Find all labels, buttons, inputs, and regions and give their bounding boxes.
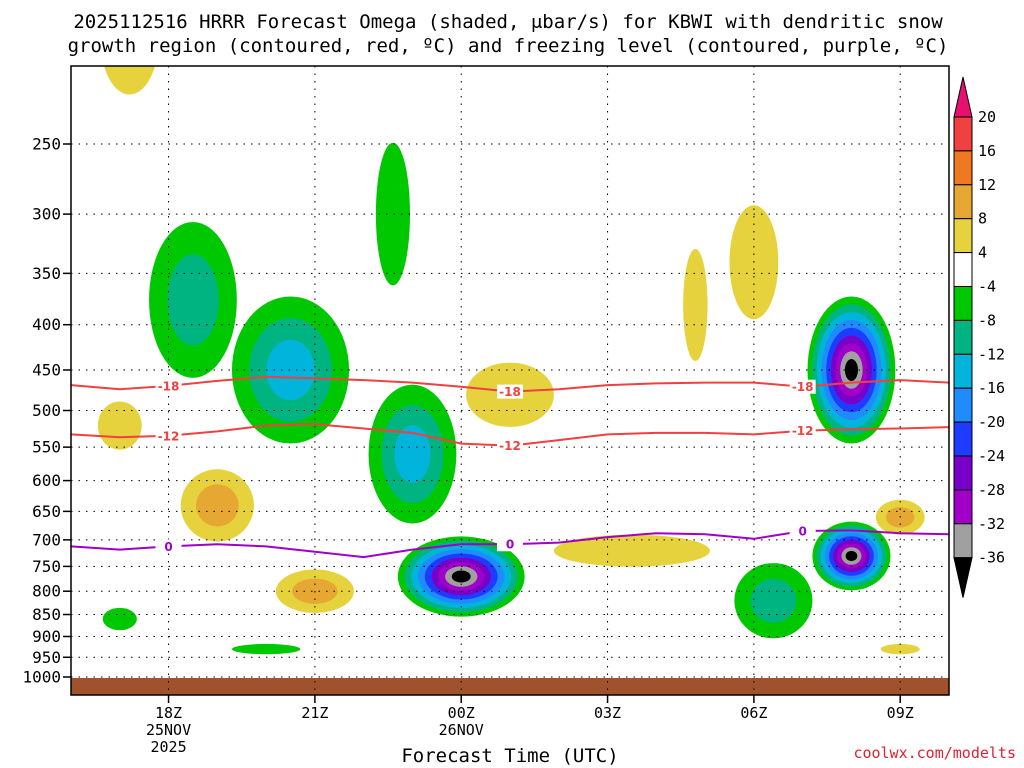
contour-0-label-1: -18 <box>499 385 521 399</box>
colorbar-label-6: -8 <box>978 311 996 329</box>
omega-cell-11-level-0 <box>553 534 710 567</box>
contour-2-label-bg-0 <box>155 539 182 554</box>
contour-1-label-0: -12 <box>158 429 180 443</box>
y-axis: 250 300 350 400 450 500 550 600 650 700 750 800 850 9… <box>22 135 71 687</box>
chart-title-line1: 2025112516 HRRR Forecast Omega (shaded, … <box>73 11 943 33</box>
omega-cell-18-level-0 <box>880 643 920 655</box>
y-tick-label-300: 300 <box>32 205 61 224</box>
x-tick-label-18Z: 18Z <box>155 704 182 722</box>
omega-cell-3-level-1 <box>167 254 219 346</box>
credit-text: coolwx.com/modelts <box>853 744 1016 762</box>
x-tick-year-18Z: 2025 <box>150 738 186 756</box>
colorbar-label-3: 8 <box>978 210 987 228</box>
colorbar-top-arrow <box>953 76 973 118</box>
colorbar-label-11: -28 <box>978 481 1005 499</box>
colorbar-label-7: -12 <box>978 345 1005 363</box>
omega-cell-4-level-0 <box>102 607 137 631</box>
colorbar-bottom-arrow <box>953 557 973 598</box>
x-axis-label: Forecast Time (UTC) <box>401 745 618 767</box>
plot-frame <box>70 65 950 696</box>
contour-1-label-1: -12 <box>499 439 521 453</box>
colorbar-label-12: -32 <box>978 515 1005 533</box>
colorbar-label-1: 16 <box>978 142 996 160</box>
omega-cell-0-level-0 <box>104 66 156 95</box>
y-tick-label-700: 700 <box>32 530 61 549</box>
contour-1-label-2: -12 <box>792 424 814 438</box>
contour-1-label-bg-1 <box>497 438 523 453</box>
x-tick-date-00Z: 26NOV <box>439 721 484 739</box>
x-tick-date-18Z: 25NOV <box>146 721 191 739</box>
x-tick-label-03Z: 03Z <box>594 704 621 722</box>
y-tick-label-900: 900 <box>32 627 61 646</box>
contour-2-label-0: 0 <box>164 540 172 554</box>
omega-cell-6-level-2 <box>266 339 315 401</box>
contour-0-label-0: -18 <box>158 379 180 393</box>
ground-surface <box>71 678 949 695</box>
y-tick-label-750: 750 <box>32 557 61 576</box>
contour-2-label-2: 0 <box>798 524 806 538</box>
contour-0-label-bg-2 <box>789 379 816 394</box>
omega-cell-7-level-0 <box>375 142 411 286</box>
colorbar-label-13: -36 <box>978 549 1005 567</box>
colorbar-segment-8 <box>953 353 973 389</box>
omega-cell-19-level-0 <box>231 643 301 655</box>
x-tick-label-09Z: 09Z <box>887 704 914 722</box>
omega-cell-14-level-1 <box>750 578 797 623</box>
colorbar-label-10: -24 <box>978 447 1005 465</box>
colorbar-label-2: 12 <box>978 176 996 194</box>
omega-cell-12-level-0 <box>683 248 708 362</box>
colorbar-label-4: 4 <box>978 244 987 262</box>
colorbar-label-8: -16 <box>978 379 1005 397</box>
colorbar-segment-6 <box>953 286 973 321</box>
omega-cell-8-level-2 <box>394 425 431 483</box>
omega-cell-2-level-1 <box>195 484 239 527</box>
y-tick-label-400: 400 <box>32 315 61 334</box>
contour-1-label-bg-0 <box>155 428 182 443</box>
colorbar-segment-1 <box>953 116 973 152</box>
y-tick-label-950: 950 <box>32 648 61 667</box>
colorbar-segment-12 <box>953 489 973 525</box>
temperature-contours: -18 -18 -18 -12 -12 -12 0 0 0 <box>71 375 949 559</box>
contour-2-label-bg-2 <box>789 523 816 538</box>
omega-cell-1-level-0 <box>97 401 142 450</box>
y-tick-label-500: 500 <box>32 401 61 420</box>
contour-0-label-bg-1 <box>497 384 523 399</box>
contour-0-label-2: -18 <box>792 380 814 394</box>
colorbar-segment-11 <box>953 455 973 491</box>
omega-shading <box>97 66 925 655</box>
y-tick-label-650: 650 <box>32 502 61 521</box>
x-tick-label-06Z: 06Z <box>740 704 767 722</box>
chart-title-line2: growth region (contoured, red, ºC) and f… <box>68 35 949 57</box>
colorbar-label-9: -20 <box>978 413 1005 431</box>
y-tick-label-850: 850 <box>32 605 61 624</box>
colorbar-segment-5 <box>953 252 973 288</box>
colorbar-segment-2 <box>953 150 973 186</box>
colorbar-segment-10 <box>953 421 973 457</box>
x-tick-label-21Z: 21Z <box>301 704 328 722</box>
colorbar-segment-9 <box>953 387 973 423</box>
x-tick-label-00Z: 00Z <box>448 704 475 722</box>
colorbar-segment-7 <box>953 319 973 355</box>
colorbar-segment-3 <box>953 184 973 220</box>
omega-cell-16-level-8 <box>845 550 858 562</box>
colorbar-label-5: -4 <box>978 278 996 296</box>
colorbar-label-0: 20 <box>978 108 996 126</box>
y-tick-label-600: 600 <box>32 471 61 490</box>
colorbar-segment-4 <box>953 218 973 254</box>
contour-1-label-bg-2 <box>789 423 816 438</box>
y-tick-label-800: 800 <box>32 582 61 601</box>
y-tick-label-350: 350 <box>32 264 61 283</box>
y-tick-label-450: 450 <box>32 360 61 379</box>
colorbar-legend: 20 16 12 8 4 -4 -8 -12 -16 -20 -24 -28 -32 -36 <box>953 76 1005 598</box>
y-tick-label-550: 550 <box>32 438 61 457</box>
y-tick-label-1000: 1000 <box>22 668 61 687</box>
y-tick-label-250: 250 <box>32 135 61 154</box>
contour-0-label-bg-0 <box>155 378 182 393</box>
colorbar-segment-13 <box>953 523 973 559</box>
contour-2-label-1: 0 <box>506 538 514 552</box>
contour-2-label-bg-1 <box>497 537 523 552</box>
